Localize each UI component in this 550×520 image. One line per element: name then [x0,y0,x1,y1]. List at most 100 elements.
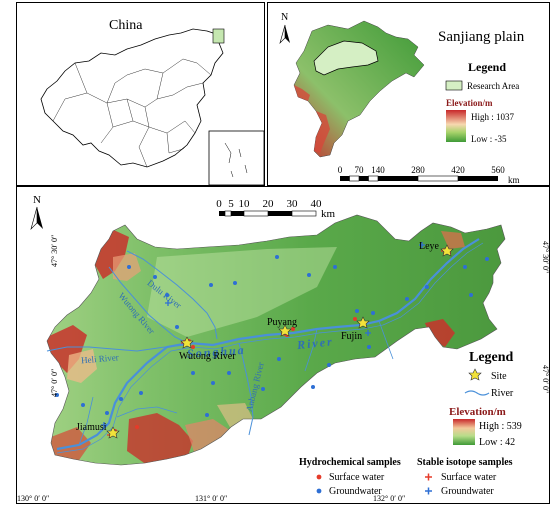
main-study-area-map: Songhua River Dulu River Wutong River He… [16,186,550,504]
plain-title: Sanjiang plain [438,29,525,45]
plain-elevation-low: Low : -35 [471,134,507,144]
plain-scale-tick: 0 [338,165,343,175]
groundwater-point [165,293,169,297]
plain-elevation-high: High : 1037 [471,112,515,122]
main-scale-tick: 10 [239,198,251,210]
site-star-wutong [180,336,194,349]
site-star-leye [440,244,454,257]
main-map-svg: Songhua River Dulu River Wutong River He… [17,194,549,503]
site-labels: Jiamusi Puyang Fujin Leye Wutong River [76,241,440,433]
surface-water-point [291,327,295,331]
south-china-sea-islands [224,142,248,178]
south-tributary-line [78,396,178,446]
research-area-label: Research Area [467,81,519,91]
groundwater-point [307,273,311,277]
surface-water-point [191,345,195,349]
wutong-river-bottom-label: Wutong River [179,351,236,362]
longitude-label: 131° 0′ 0″ [195,494,227,503]
legend-site-star-icon [468,368,482,381]
groundwater-point [355,309,359,313]
north-arrow-icon: N [279,12,290,45]
legend-river-icon [464,390,490,396]
groundwater-point [371,311,375,315]
groundwater-isotope-point [419,242,425,248]
groundwater-point [139,391,143,395]
latitude-label: 47° 0′ 0″ [50,369,59,397]
china-map-svg: China [40,18,264,185]
groundwater-point [405,297,409,301]
groundwater-point [105,411,109,415]
songhua-river-bank [56,242,484,454]
main-scale-bar: 0 5 10 20 30 40 km [216,198,335,220]
groundwater-point [333,265,337,269]
groundwater-isotope-samples [101,242,425,428]
groundwater-point [311,385,315,389]
anbang-river-line [238,342,254,436]
jiamusi-label: Jiamusi [76,422,107,433]
plain-north-label: N [281,12,288,23]
main-scale-tick: 0 [216,198,222,210]
heli-river-line [46,344,186,352]
puyang-label: Puyang [267,317,297,328]
groundwater-point [233,281,237,285]
groundwater-point [81,403,85,407]
main-elevation-high: High : 539 [479,421,522,432]
east-tributary-line [304,320,394,372]
fujin-label: Fujin [341,331,362,342]
plain-scale-tick: 420 [451,165,465,175]
dulu-river-line [126,250,218,340]
legend-surface-label: Surface water [329,472,385,483]
legend-ground2-label: Groundwater [441,486,494,497]
groundwater-point [275,255,279,259]
plain-scale-tick: 280 [411,165,425,175]
groundwater-point [55,393,59,397]
hydrochemical-title: Hydrochemical samples [299,457,401,468]
groundwater-point [277,357,281,361]
groundwater-point [153,275,157,279]
groundwater-point [463,265,467,269]
longitude-label: 132° 0′ 0″ [373,494,405,503]
plain-elevation-title: Elevation/m [446,98,493,108]
main-elevation-title: Elevation/m [449,406,506,418]
legend-river-label: River [491,388,514,399]
legend-site-label: Site [491,371,507,382]
plain-scale-tick: 140 [371,165,385,175]
plain-scale-bar: 0 70 140 280 420 560 km [338,165,520,185]
groundwater-point [327,363,331,367]
plain-scale-tick: 560 [491,165,505,175]
research-area-swatch [445,80,463,91]
groundwater-point [205,413,209,417]
plain-scale-tick: 70 [355,165,365,175]
main-scale-tick: 40 [311,198,323,210]
groundwater-point [469,293,473,297]
china-province-lines [52,58,212,168]
groundwater-samples [55,255,489,417]
sanjiang-map-svg: N Sanjiang plain Legend Research Area El… [279,12,525,185]
legend-surface2-label: Surface water [441,472,497,483]
groundwater-point [127,265,131,269]
songhua-label: Songhua [187,343,247,361]
songhua-river-line [56,238,480,451]
groundwater-isotope-point [101,422,107,428]
surface-water-point [353,317,357,321]
main-legend-title: Legend [469,350,514,365]
main-scale-tick: 30 [287,198,299,210]
groundwater-point [261,387,265,391]
groundwater-isotope-point [165,300,171,306]
research-area-highlight [212,28,225,44]
leye-label: Leye [419,241,440,252]
groundwater-point [425,285,429,289]
sanjiang-plain-inset-map: N Sanjiang plain Legend Research Area El… [267,2,550,186]
main-north-label: N [33,194,41,206]
groundwater-point [367,345,371,349]
site-star-fujin [356,316,370,329]
groundwater-point [211,381,215,385]
surface-water-point [135,425,139,429]
sanjiang-plain-shape [293,20,425,158]
plain-elevation-ramp [446,110,466,142]
research-area-polygon [313,40,379,76]
heli-river-label: Heli River [81,352,119,365]
latitude-label: 47° 30′ 0″ [50,235,59,267]
terrain-layer [47,215,505,465]
legend-ground-cross-icon [425,487,432,495]
